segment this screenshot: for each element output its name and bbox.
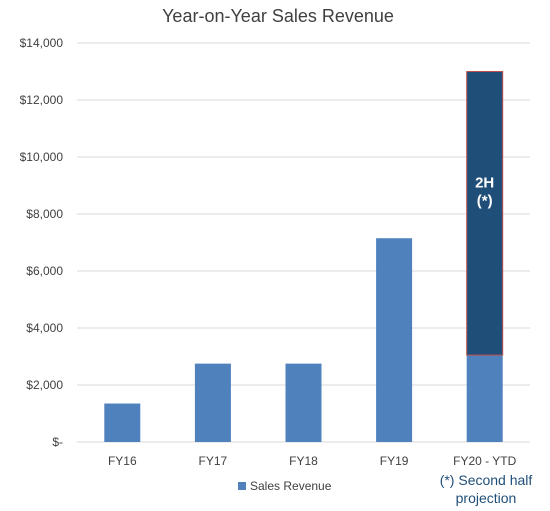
footnote-line1: (*) Second half — [440, 472, 533, 488]
y-tick-label: $10,000 — [20, 150, 64, 164]
y-axis-tick-labels: $- $2,000 $4,000 $6,000 $8,000 $10,000 $12,000… — [20, 36, 64, 449]
y-tick-label: $8,000 — [26, 207, 63, 221]
legend-swatch-sales-revenue — [238, 482, 246, 490]
projection-label-line2: (*) — [477, 192, 493, 209]
legend-label-sales-revenue: Sales Revenue — [250, 479, 332, 493]
chart-title: Year-on-Year Sales Revenue — [162, 6, 394, 26]
y-tick-label: $12,000 — [20, 93, 64, 107]
projection-label-line1: 2H — [475, 174, 494, 191]
x-tick-label: FY17 — [199, 454, 228, 468]
y-tick-label: $14,000 — [20, 36, 64, 50]
bars: 2H(*) — [104, 71, 504, 442]
y-tick-label: $- — [52, 435, 63, 449]
x-tick-label: FY16 — [108, 454, 137, 468]
y-tick-label: $4,000 — [26, 321, 63, 335]
x-axis-tick-labels: FY16 FY17 FY18 FY19 FY20 - YTD — [108, 454, 517, 468]
x-tick-label: FY18 — [289, 454, 318, 468]
legend: Sales Revenue — [238, 479, 332, 493]
y-tick-label: $6,000 — [26, 264, 63, 278]
bar — [376, 238, 413, 442]
y-tick-label: $2,000 — [26, 378, 63, 392]
x-tick-label: FY19 — [380, 454, 409, 468]
x-tick-label: FY20 - YTD — [453, 454, 516, 468]
bar — [466, 355, 503, 442]
bar — [194, 363, 231, 442]
projection-bar — [466, 71, 504, 356]
bar — [104, 403, 141, 442]
footnote-line2: projection — [456, 490, 517, 506]
bar — [285, 363, 322, 442]
gridlines — [77, 42, 530, 443]
